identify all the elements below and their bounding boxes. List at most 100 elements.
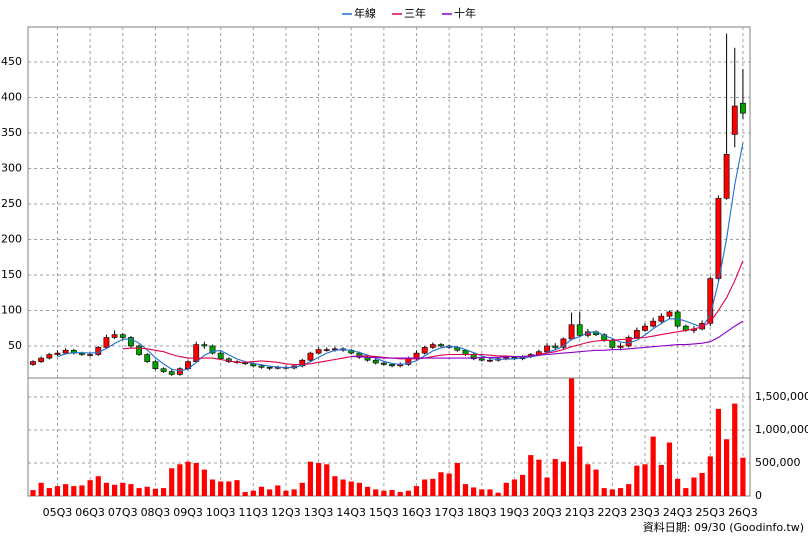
legend-label: 十年 xyxy=(454,6,476,20)
candle-body xyxy=(389,364,395,367)
candle-body xyxy=(723,154,730,199)
y-tick-label: 400 xyxy=(1,91,22,104)
volume-bar xyxy=(740,457,746,496)
candle-body xyxy=(266,366,273,369)
candle-body xyxy=(30,361,36,365)
x-tick-label: 18Q3 xyxy=(467,506,497,519)
candle-body xyxy=(87,354,94,356)
x-tick-label: 08Q3 xyxy=(141,506,171,519)
volume-bar xyxy=(446,473,452,496)
candle-body xyxy=(299,359,306,367)
volume-bar xyxy=(87,480,93,496)
volume-bar xyxy=(438,472,444,496)
candle-body xyxy=(658,315,665,322)
volume-bar xyxy=(503,482,509,496)
volume-bar xyxy=(601,488,607,496)
volume-bar xyxy=(650,436,656,496)
x-tick-label: 14Q3 xyxy=(336,506,366,519)
candle-body xyxy=(576,324,583,336)
candle-body xyxy=(715,198,722,279)
candle-body xyxy=(372,359,379,364)
candle-body xyxy=(633,330,640,338)
volume-bar xyxy=(536,459,542,496)
x-tick-label: 11Q3 xyxy=(238,506,268,519)
candle-body xyxy=(323,349,330,351)
x-tick-label: 21Q3 xyxy=(565,506,595,519)
volume-bar xyxy=(152,488,158,496)
volume-bar xyxy=(471,487,477,496)
candle-body xyxy=(609,340,616,348)
candle-body xyxy=(617,345,624,348)
volume-bar xyxy=(144,486,150,496)
candle-body xyxy=(258,365,265,368)
x-tick-label: 05Q3 xyxy=(43,506,73,519)
volume-bar xyxy=(422,479,428,496)
candle-body xyxy=(421,347,428,354)
candle-body xyxy=(544,345,550,352)
candle-body xyxy=(128,337,134,347)
volume-bar xyxy=(258,486,265,496)
y-tick-label: 150 xyxy=(1,268,22,281)
candle-body xyxy=(168,371,175,375)
volume-bar xyxy=(707,456,713,496)
x-tick-label: 26Q3 xyxy=(728,506,758,519)
footnote: 資料日期: 09/30 (Goodinfo.tw) xyxy=(643,520,804,534)
volume-bar xyxy=(389,490,395,496)
volume-bar xyxy=(699,472,705,496)
volume-bar xyxy=(218,481,224,496)
volume-bar xyxy=(715,408,722,496)
volume-bar xyxy=(683,488,689,496)
candle-body xyxy=(438,344,444,347)
volume-bar xyxy=(201,469,207,496)
volume-bar xyxy=(724,439,730,496)
volume-bar xyxy=(283,490,289,496)
x-tick-label: 06Q3 xyxy=(75,506,105,519)
volume-bar xyxy=(552,459,558,496)
volume-bar xyxy=(79,485,85,496)
volume-bar xyxy=(544,477,550,496)
volume-bar xyxy=(373,489,379,496)
candle-body xyxy=(707,278,714,324)
line-series xyxy=(122,260,744,366)
x-tick-label: 23Q3 xyxy=(630,506,660,519)
candle-body xyxy=(552,345,559,348)
x-tick-label: 15Q3 xyxy=(369,506,399,519)
volume-bar xyxy=(381,490,387,496)
candle-body xyxy=(740,102,746,114)
volume-bar xyxy=(46,488,52,496)
volume-bar xyxy=(291,489,297,496)
candle-body xyxy=(54,352,61,355)
legend-label: 三年 xyxy=(404,6,426,20)
volume-bar xyxy=(242,492,248,496)
x-tick-label: 22Q3 xyxy=(598,506,628,519)
volume-bar xyxy=(275,485,281,496)
x-tick-label: 13Q3 xyxy=(304,506,334,519)
volume-bar xyxy=(658,464,664,496)
volume-bar xyxy=(30,490,36,496)
x-tick-label: 19Q3 xyxy=(500,506,530,519)
candle-body xyxy=(650,320,657,327)
candle-body xyxy=(111,334,118,338)
volume-bar xyxy=(193,463,199,496)
line-series xyxy=(351,320,744,359)
volume-bar xyxy=(340,479,346,496)
x-tick-label: 25Q3 xyxy=(695,506,725,519)
volume-bar xyxy=(332,476,338,496)
candle-body xyxy=(315,349,322,354)
y-tick-label: 350 xyxy=(1,126,22,139)
legend: 年線 三年 十年 xyxy=(342,6,476,20)
candle-body xyxy=(144,354,151,362)
candle-body xyxy=(666,311,673,317)
volume-bar xyxy=(95,476,101,496)
volume-bar xyxy=(520,474,526,496)
volume-bar xyxy=(324,464,330,496)
volume-bar xyxy=(626,484,632,496)
candle-body xyxy=(462,349,469,355)
volume-bar xyxy=(356,482,362,496)
volume-bar xyxy=(593,469,599,496)
volume-bar xyxy=(454,463,460,496)
candle-body xyxy=(136,345,142,355)
volume-bar xyxy=(405,490,411,496)
volume-bar xyxy=(479,489,485,496)
y-tick-label: 50 xyxy=(8,339,22,352)
